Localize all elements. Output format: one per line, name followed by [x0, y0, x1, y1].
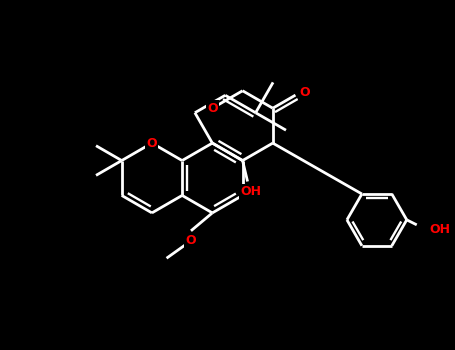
Text: O: O	[299, 86, 310, 99]
Text: O: O	[147, 136, 157, 149]
Text: OH: OH	[430, 223, 451, 236]
Text: OH: OH	[240, 185, 261, 198]
Text: O: O	[207, 102, 217, 115]
Text: O: O	[186, 234, 196, 247]
